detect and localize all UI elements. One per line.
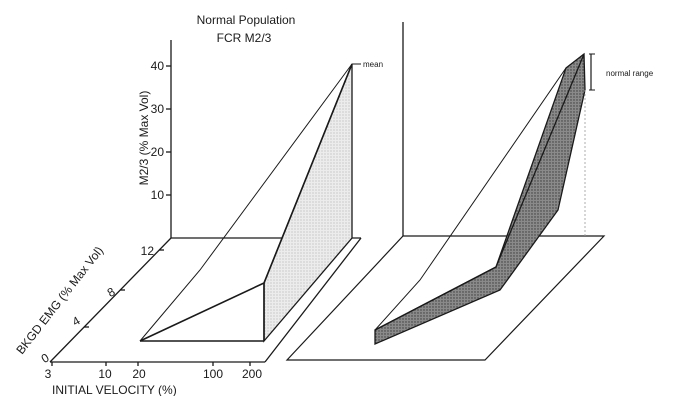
title-line-2: FCR M2/3 [217, 31, 272, 45]
left-panel [49, 40, 362, 366]
right-panel [285, 22, 606, 361]
horizontal-tick-label: 10 [98, 367, 112, 381]
depth-axis-line [49, 237, 172, 363]
vertical-axis-label: M2/3 (% Max Vol) [137, 91, 151, 186]
title-line-1: Normal Population [197, 13, 296, 27]
horizontal-tick-label: 3 [45, 367, 52, 381]
floor-right-edge [264, 237, 362, 363]
horizontal-axis-label: INITIAL VELOCITY (%) [52, 383, 177, 396]
vertical-tick-label: 10 [151, 188, 165, 202]
horizontal-tick-label: 200 [242, 367, 262, 381]
depth-tick-label: 8 [105, 284, 118, 300]
upper-envelope-outline [139, 63, 353, 342]
mean-annotation: mean [363, 60, 383, 69]
depth-tick-label: 12 [141, 244, 155, 258]
horizontal-tick-label: 20 [132, 367, 146, 381]
horizontal-tick-label: 100 [203, 367, 223, 381]
normal-range-band [374, 52, 586, 345]
vertical-tick-label: 20 [151, 145, 165, 159]
vertical-tick-label: 30 [151, 102, 165, 116]
normal-range-band-edge [374, 53, 585, 331]
mean-surface-side-face [263, 63, 353, 343]
depth-axis-label: BKGD EMG (% Max Vol) [13, 244, 106, 357]
depth-tick-label: 4 [70, 313, 83, 329]
vertical-tick-label: 40 [151, 59, 165, 73]
depth-tick-label: 0 [39, 350, 52, 366]
normal-range-annotation: normal range [606, 69, 654, 78]
